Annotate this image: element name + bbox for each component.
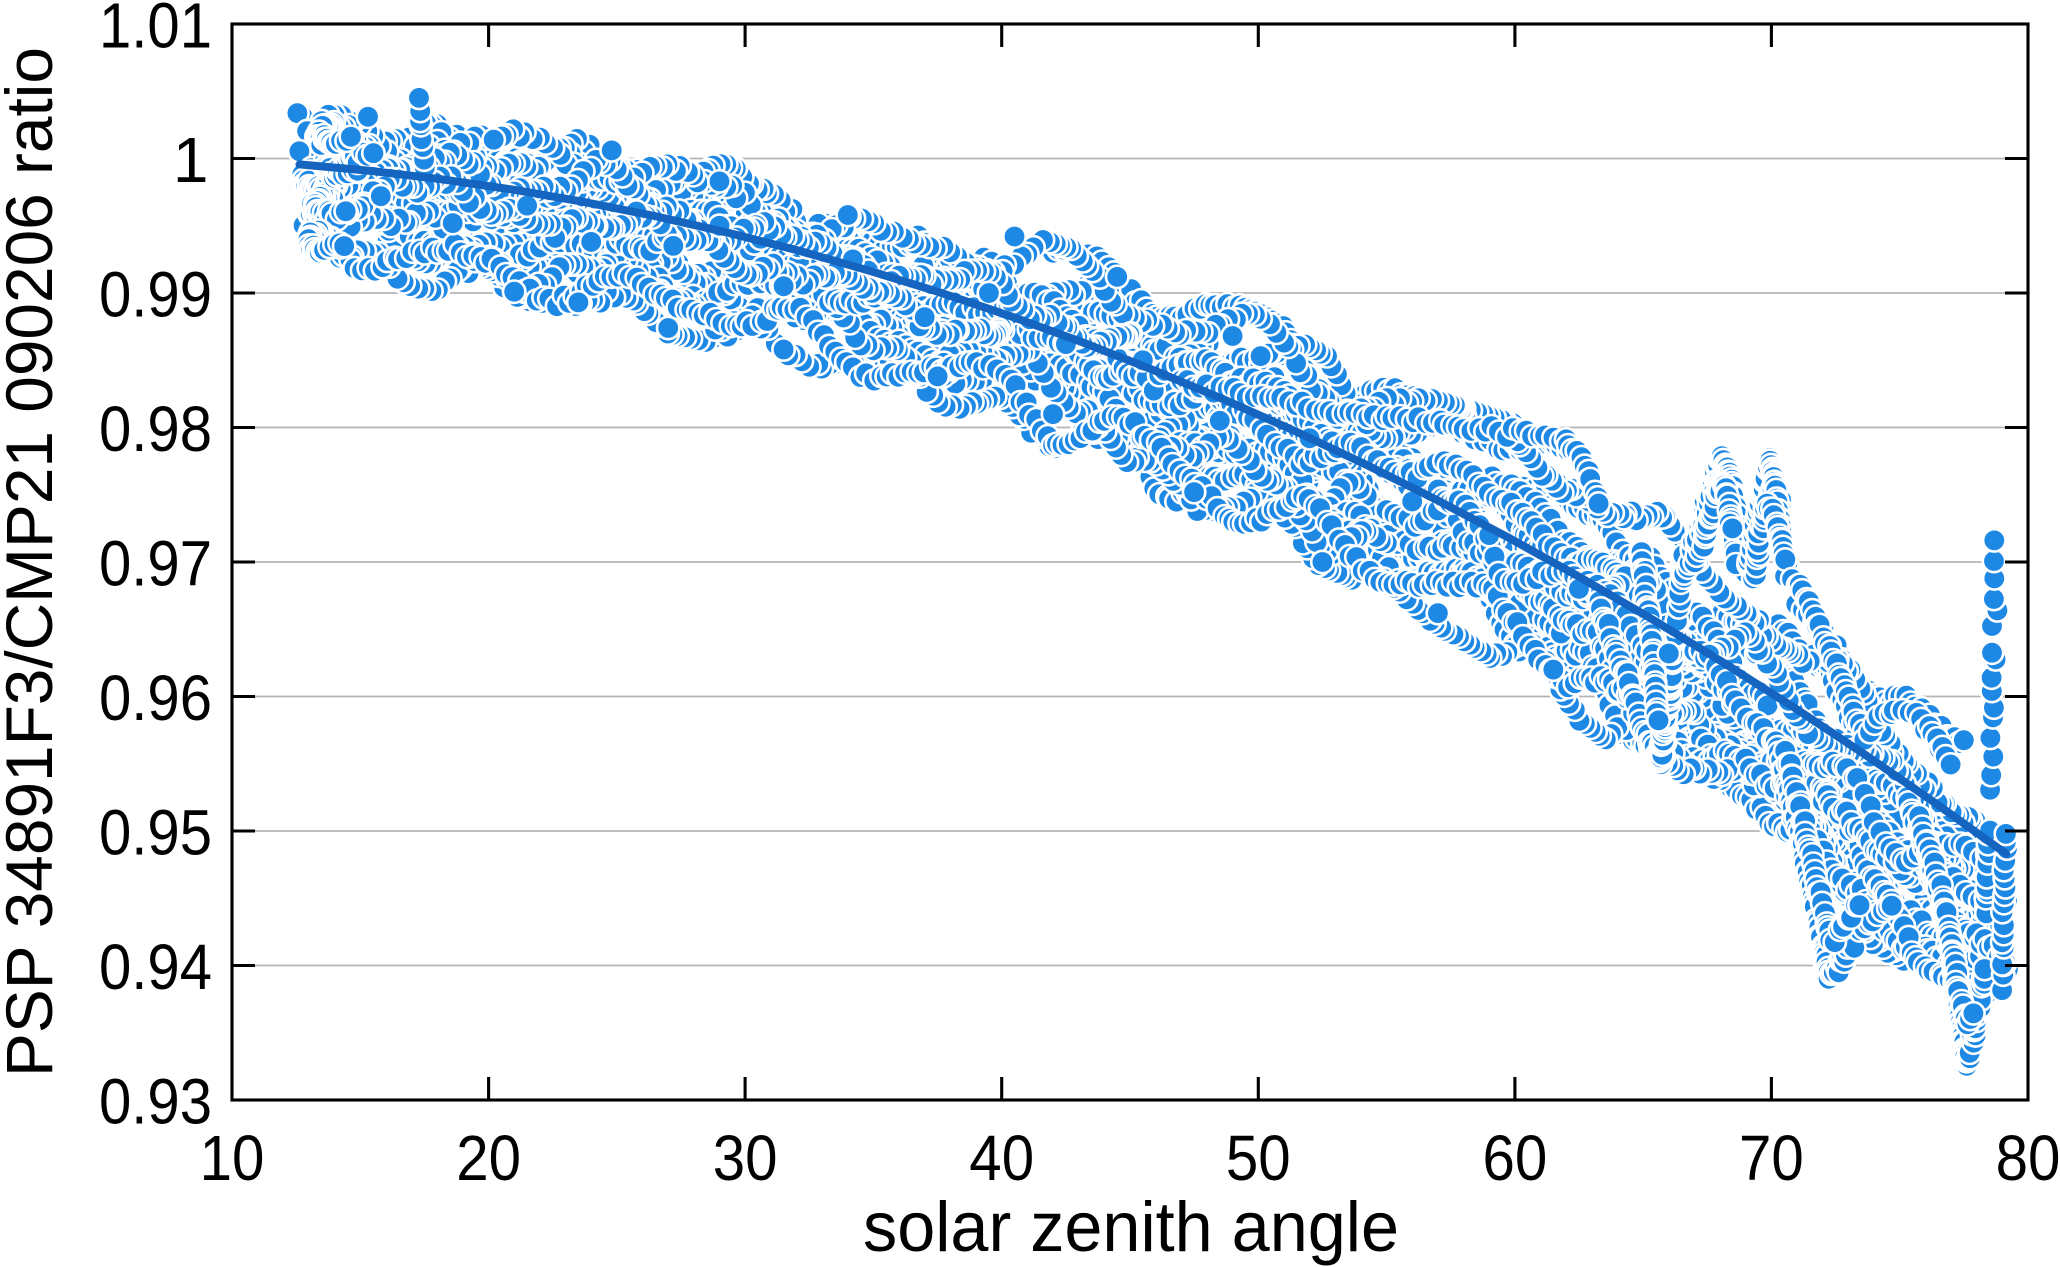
svg-text:50: 50 — [1226, 1122, 1291, 1194]
svg-text:80: 80 — [1996, 1122, 2060, 1194]
svg-text:1.01: 1.01 — [99, 0, 212, 62]
svg-text:PSP 34891F3/CMP21 090206 ratio: PSP 34891F3/CMP21 090206 ratio — [0, 47, 66, 1077]
svg-text:20: 20 — [456, 1122, 521, 1194]
svg-text:0.96: 0.96 — [99, 662, 212, 734]
svg-text:40: 40 — [969, 1122, 1034, 1194]
svg-text:10: 10 — [200, 1122, 265, 1194]
svg-text:0.99: 0.99 — [99, 259, 212, 331]
svg-text:1: 1 — [173, 124, 209, 196]
svg-text:0.93: 0.93 — [99, 1066, 212, 1138]
svg-text:0.98: 0.98 — [99, 393, 212, 465]
svg-text:30: 30 — [713, 1122, 778, 1194]
svg-text:70: 70 — [1739, 1122, 1804, 1194]
svg-text:solar zenith angle: solar zenith angle — [863, 1187, 1399, 1266]
svg-text:0.95: 0.95 — [99, 797, 212, 869]
svg-text:0.94: 0.94 — [99, 931, 212, 1003]
svg-text:60: 60 — [1483, 1122, 1548, 1194]
svg-text:0.97: 0.97 — [99, 528, 212, 600]
